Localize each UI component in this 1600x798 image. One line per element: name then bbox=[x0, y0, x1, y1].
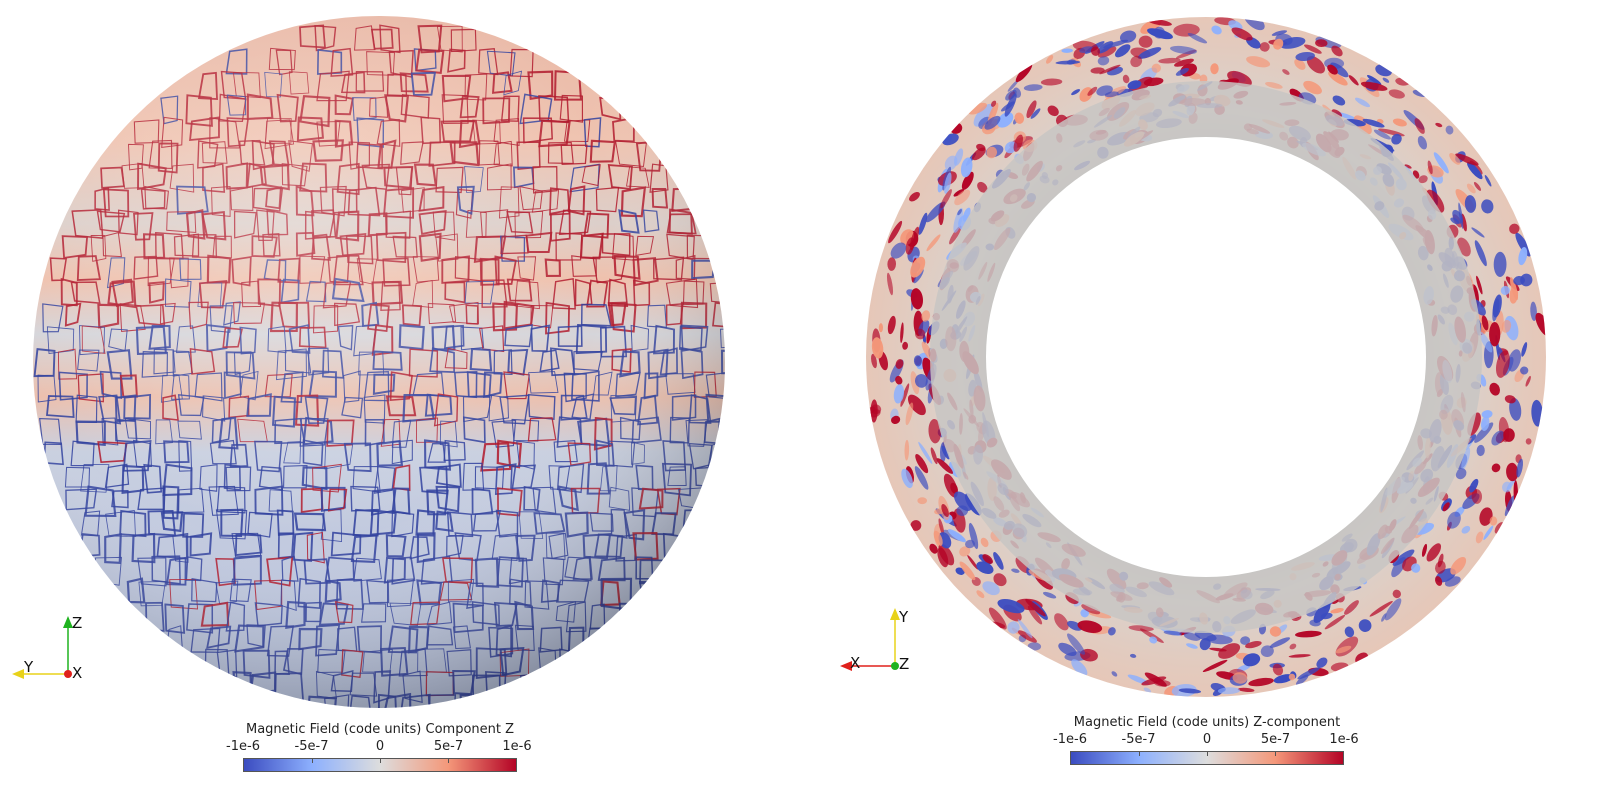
left-render-view[interactable]: Z Y X Magnetic Field (code units) Compon… bbox=[0, 0, 800, 798]
colorbar-tick: -1e-6 bbox=[1053, 732, 1087, 747]
z-axis-arrow-icon bbox=[63, 616, 73, 628]
axis-label-origin: X bbox=[72, 664, 82, 682]
annulus-inner-hole bbox=[986, 137, 1426, 577]
colorbar-tick: 5e-7 bbox=[433, 739, 464, 754]
annulus-render: Y X Z bbox=[840, 17, 1546, 697]
orientation-axes: Z Y X bbox=[12, 614, 82, 682]
orientation-axes: Y X Z bbox=[840, 608, 909, 673]
sphere-render: Z Y X bbox=[12, 16, 725, 708]
axis-label-up: Y bbox=[898, 608, 909, 626]
axis-label-left: X bbox=[850, 654, 860, 672]
colorbar-left: Magnetic Field (code units) Component Z … bbox=[226, 722, 532, 776]
axis-label-origin: Z bbox=[899, 655, 909, 673]
x-axis-arrow-icon bbox=[840, 661, 852, 671]
colorbar-title: Magnetic Field (code units) Component Z bbox=[245, 722, 515, 737]
axis-label-left: Y bbox=[23, 658, 34, 676]
colorbar-tick: 0 bbox=[375, 739, 385, 754]
colorbar-tick: 1e-6 bbox=[502, 739, 532, 754]
colorbar-tick: -5e-7 bbox=[294, 739, 329, 754]
axis-label-up: Z bbox=[72, 614, 82, 632]
colorbar-gradient bbox=[243, 758, 517, 772]
y-axis-arrow-icon bbox=[890, 608, 900, 620]
colorbar-tick: 0 bbox=[1202, 732, 1212, 747]
colorbar-right: Magnetic Field (code units) Z-component … bbox=[1053, 715, 1359, 769]
colorbar-title: Magnetic Field (code units) Z-component bbox=[1073, 715, 1341, 730]
colorbar-tick: 5e-7 bbox=[1260, 732, 1291, 747]
colorbar-tick: 1e-6 bbox=[1329, 732, 1359, 747]
colorbar-gradient bbox=[1070, 751, 1344, 765]
right-render-view[interactable]: Y X Z Magnetic Field (code units) Z-comp… bbox=[800, 0, 1600, 798]
z-axis-point-icon bbox=[891, 662, 899, 670]
colorbar-tick: -1e-6 bbox=[226, 739, 260, 754]
colorbar-tick: -5e-7 bbox=[1121, 732, 1156, 747]
y-axis-arrow-icon bbox=[12, 669, 24, 679]
x-axis-point-icon bbox=[64, 670, 72, 678]
